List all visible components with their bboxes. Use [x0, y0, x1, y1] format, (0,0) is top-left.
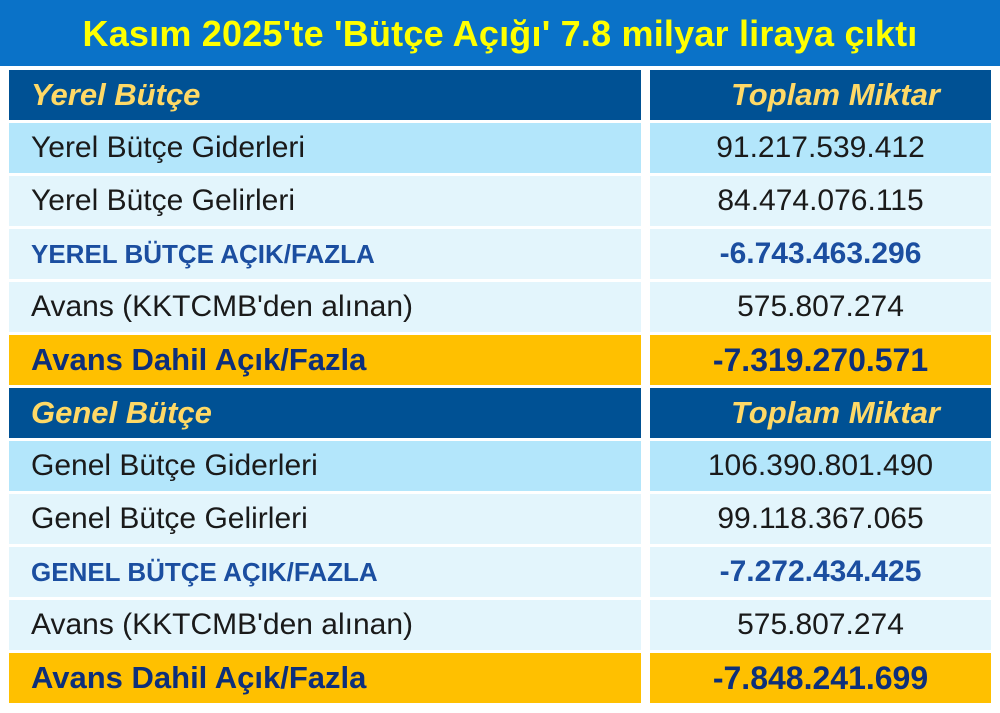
row-value: 575.807.274 [650, 600, 991, 650]
row-label: Yerel Bütçe Gelirleri [9, 176, 641, 226]
row-label: Genel Bütçe Giderleri [9, 441, 641, 491]
row-value: -7.272.434.425 [650, 547, 991, 597]
row-label: Avans Dahil Açık/Fazla [9, 653, 641, 703]
section-header-genel: Genel Bütçe Toplam Miktar [9, 388, 991, 438]
row-label: Yerel Bütçe Giderleri [9, 123, 641, 173]
section-header-label: Yerel Bütçe [9, 70, 641, 120]
advance-included-total-row: Avans Dahil Açık/Fazla -7.848.241.699 [9, 653, 991, 703]
amount-column-header: Toplam Miktar [650, 70, 991, 120]
row-value: 91.217.539.412 [650, 123, 991, 173]
table-row: Genel Bütçe Gelirleri 99.118.367.065 [9, 494, 991, 544]
row-label: Genel Bütçe Gelirleri [9, 494, 641, 544]
row-value: -6.743.463.296 [650, 229, 991, 279]
table-row: Avans (KKTCMB'den alınan) 575.807.274 [9, 282, 991, 332]
table-row: Genel Bütçe Giderleri 106.390.801.490 [9, 441, 991, 491]
row-value: 106.390.801.490 [650, 441, 991, 491]
row-label: Avans (KKTCMB'den alınan) [9, 600, 641, 650]
table-row: Yerel Bütçe Gelirleri 84.474.076.115 [9, 176, 991, 226]
row-value: 99.118.367.065 [650, 494, 991, 544]
advance-included-total-row: Avans Dahil Açık/Fazla -7.319.270.571 [9, 335, 991, 385]
row-label: YEREL BÜTÇE AÇIK/FAZLA [9, 229, 641, 279]
row-label: Avans (KKTCMB'den alınan) [9, 282, 641, 332]
deficit-row: GENEL BÜTÇE AÇIK/FAZLA -7.272.434.425 [9, 547, 991, 597]
row-label: Avans Dahil Açık/Fazla [9, 335, 641, 385]
section-header-yerel: Yerel Bütçe Toplam Miktar [9, 70, 991, 120]
table-row: Yerel Bütçe Giderleri 91.217.539.412 [9, 123, 991, 173]
row-value: -7.319.270.571 [650, 335, 991, 385]
page-title: Kasım 2025'te 'Bütçe Açığı' 7.8 milyar l… [0, 0, 1000, 66]
row-label: GENEL BÜTÇE AÇIK/FAZLA [9, 547, 641, 597]
table-row: Avans (KKTCMB'den alınan) 575.807.274 [9, 600, 991, 650]
row-value: -7.848.241.699 [650, 653, 991, 703]
row-value: 575.807.274 [650, 282, 991, 332]
row-value: 84.474.076.115 [650, 176, 991, 226]
amount-column-header: Toplam Miktar [650, 388, 991, 438]
section-header-label: Genel Bütçe [9, 388, 641, 438]
deficit-row: YEREL BÜTÇE AÇIK/FAZLA -6.743.463.296 [9, 229, 991, 279]
